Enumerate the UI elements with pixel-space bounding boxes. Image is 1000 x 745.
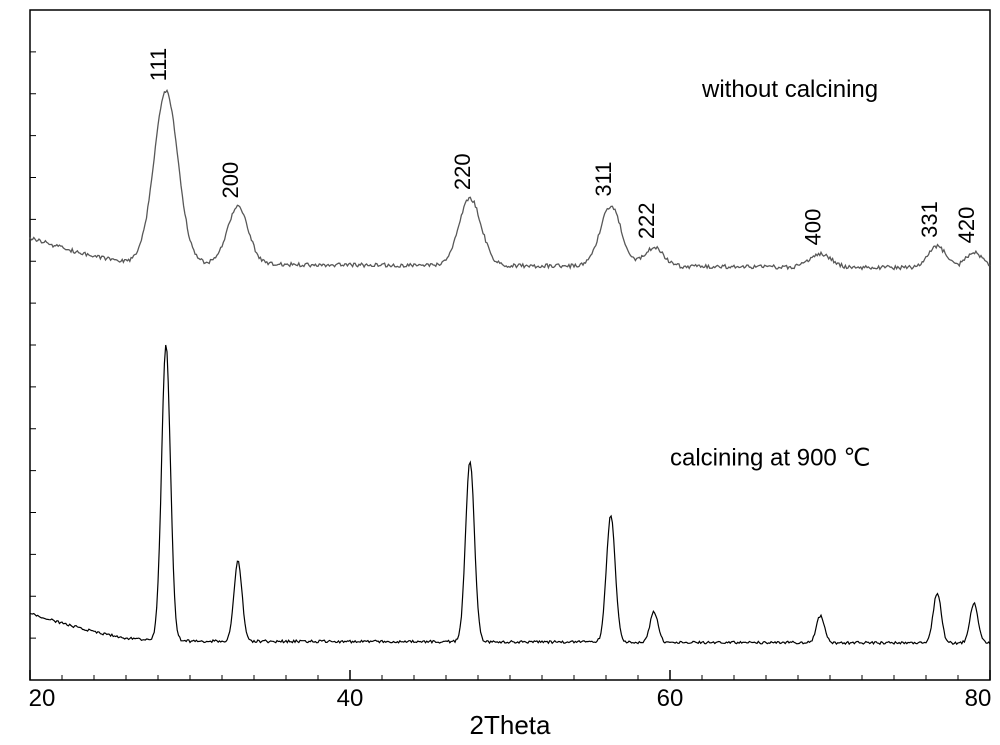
peak-label-420: 420	[954, 207, 979, 244]
series-without_calcining	[30, 90, 990, 269]
x-tick-label: 20	[29, 685, 56, 712]
series-label-without_calcining: without calcining	[701, 76, 878, 103]
peak-label-222: 222	[634, 202, 659, 239]
x-axis-title: 2Theta	[470, 710, 551, 740]
x-tick-label: 80	[965, 685, 992, 712]
peak-label-311: 311	[591, 162, 616, 197]
x-tick-label: 40	[337, 685, 364, 712]
peak-label-400: 400	[800, 209, 825, 246]
peak-label-331: 331	[917, 201, 942, 238]
x-tick-label: 60	[657, 685, 684, 712]
peak-label-220: 220	[450, 153, 475, 190]
xrd-chart: 20 40 60 80 2Theta without calcining 111 200 220…	[0, 0, 1000, 745]
series-calcined_900	[30, 345, 990, 644]
peak-label-200: 200	[218, 162, 243, 199]
peak-label-111: 111	[146, 48, 171, 81]
series-label-calcined_900: calcining at 900 ℃	[670, 445, 870, 472]
